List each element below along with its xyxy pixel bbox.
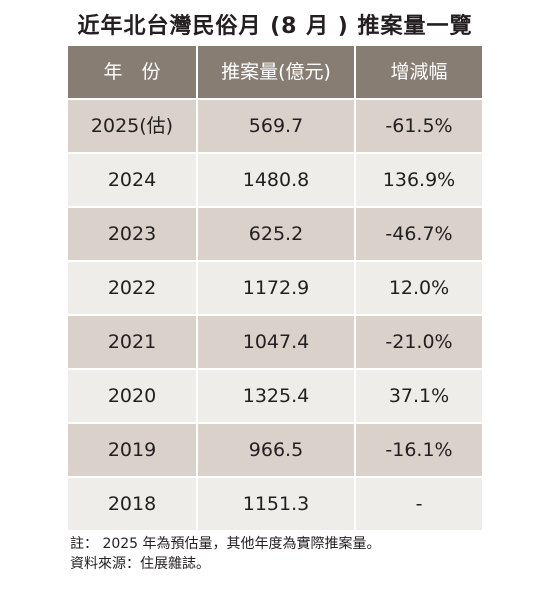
amount-cell: 1325.4 <box>198 370 354 422</box>
amount-cell: 966.5 <box>198 424 354 476</box>
year-cell: 2021 <box>68 316 196 368</box>
presale-volume-table: 年 份 推案量(億元) 增減幅 2025(估) 569.7 -61.5% 202… <box>68 46 482 532</box>
year-cell: 2023 <box>68 208 196 260</box>
year-cell: 2024 <box>68 154 196 206</box>
year-cell: 2025(估) <box>68 100 196 152</box>
footnote-source: 資料來源：住展雜誌。 <box>70 556 210 572</box>
footnote-estimate: 註： 2025 年為預估量，其他年度為實際推案量。 <box>70 536 381 552</box>
table-row: 2023 625.2 -46.7% <box>68 208 482 260</box>
year-cell: 2019 <box>68 424 196 476</box>
amount-cell: 1172.9 <box>198 262 354 314</box>
year-cell: 2022 <box>68 262 196 314</box>
amount-cell: 1480.8 <box>198 154 354 206</box>
change-cell: -21.0% <box>356 316 482 368</box>
change-cell: 12.0% <box>356 262 482 314</box>
year-cell: 2018 <box>68 478 196 530</box>
header-change: 增減幅 <box>356 46 482 98</box>
table-row: 2019 966.5 -16.1% <box>68 424 482 476</box>
table-row: 2024 1480.8 136.9% <box>68 154 482 206</box>
table-row: 2021 1047.4 -21.0% <box>68 316 482 368</box>
header-amount: 推案量(億元) <box>198 46 354 98</box>
change-cell: 136.9% <box>356 154 482 206</box>
amount-cell: 625.2 <box>198 208 354 260</box>
change-cell: -16.1% <box>356 424 482 476</box>
table-row: 2020 1325.4 37.1% <box>68 370 482 422</box>
amount-cell: 569.7 <box>198 100 354 152</box>
footnotes: 註： 2025 年為預估量，其他年度為實際推案量。 資料來源：住展雜誌。 <box>70 534 530 574</box>
header-year: 年 份 <box>68 46 196 98</box>
page-title: 近年北台灣民俗月 (8 月 ) 推案量一覽 <box>77 14 473 39</box>
change-cell: -61.5% <box>356 100 482 152</box>
amount-cell: 1047.4 <box>198 316 354 368</box>
table-row: 2025(估) 569.7 -61.5% <box>68 100 482 152</box>
change-cell: 37.1% <box>356 370 482 422</box>
year-cell: 2020 <box>68 370 196 422</box>
table-row: 2022 1172.9 12.0% <box>68 262 482 314</box>
table-header-row: 年 份 推案量(億元) 增減幅 <box>68 46 482 98</box>
change-cell: - <box>356 478 482 530</box>
table-row: 2018 1151.3 - <box>68 478 482 530</box>
change-cell: -46.7% <box>356 208 482 260</box>
amount-cell: 1151.3 <box>198 478 354 530</box>
